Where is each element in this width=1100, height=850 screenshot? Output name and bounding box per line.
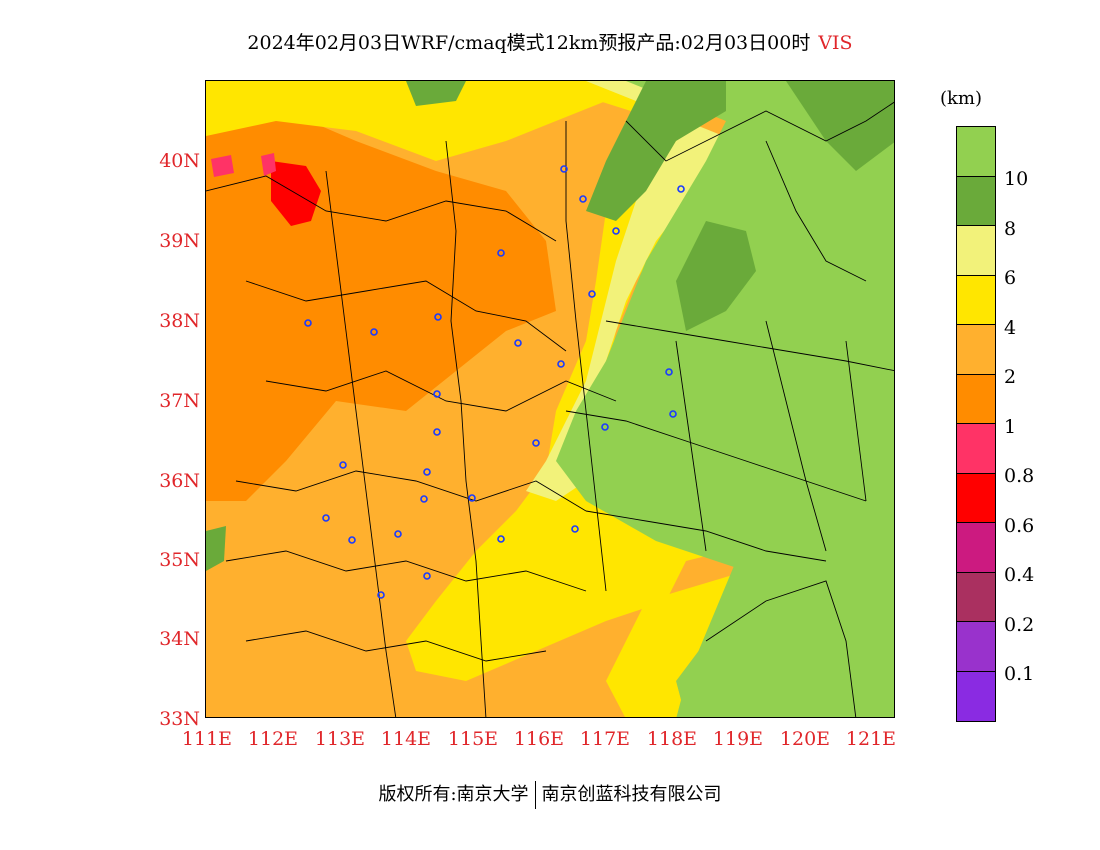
footer-copyright: 版权所有:南京大学 — [378, 784, 529, 805]
y-tick-label: 34N — [159, 628, 200, 650]
region-0-8km-spot — [261, 153, 276, 176]
x-tick-label: 121E — [845, 728, 897, 750]
map-canvas — [206, 81, 894, 717]
y-tick-label: 35N — [159, 549, 200, 571]
x-tick-label: 116E — [513, 728, 565, 750]
map-title: 2024年02月03日WRF/cmaq模式12km预报产品:02月03日00时 V… — [0, 28, 1100, 55]
legend-swatch — [957, 127, 995, 177]
legend-swatch — [957, 572, 995, 622]
legend-label: 0.6 — [1004, 515, 1035, 537]
y-tick-label: 37N — [159, 390, 200, 412]
region-4-6km-north — [206, 81, 606, 161]
legend-swatch — [957, 523, 995, 573]
region-8-10km-nw — [406, 81, 466, 106]
region-6-8km-band — [526, 81, 736, 501]
legend-label: 10 — [1004, 168, 1029, 190]
legend-swatch — [957, 374, 995, 424]
station-markers — [304, 165, 685, 599]
legend-swatch — [957, 473, 995, 523]
legend-swatch — [957, 176, 995, 226]
y-tick-label: 40N — [159, 150, 200, 172]
legend-swatch — [957, 424, 995, 474]
legend-label: 6 — [1004, 267, 1017, 289]
footer-separator — [534, 781, 536, 809]
footer-company: 南京创蓝科技有限公司 — [541, 784, 722, 805]
y-tick-label: 36N — [159, 470, 200, 492]
region-8-10km-central — [676, 221, 756, 331]
x-tick-label: 113E — [314, 728, 366, 750]
title-main: 2024年02月03日WRF/cmaq模式12km预报产品:02月03日00时 — [247, 32, 811, 54]
footer: 版权所有:南京大学 南京创蓝科技有限公司 — [0, 780, 1100, 809]
legend-label: 4 — [1004, 317, 1017, 339]
region-8-10km-west — [206, 526, 226, 571]
x-tick-label: 115E — [447, 728, 499, 750]
x-tick-label: 117E — [579, 728, 631, 750]
region-0-8km-spot-west — [211, 155, 234, 177]
region-10km-southeast — [676, 551, 894, 717]
legend-label: 0.8 — [1004, 465, 1035, 487]
x-tick-label: 118E — [646, 728, 698, 750]
region-8-10km-northeast — [786, 81, 894, 171]
legend-swatch — [957, 226, 995, 276]
x-tick-label: 120E — [779, 728, 831, 750]
legend-label: 2 — [1004, 366, 1017, 388]
y-tick-label: 33N — [159, 708, 200, 730]
title-variable: VIS — [818, 32, 853, 54]
legend-label: 1 — [1004, 416, 1017, 438]
y-tick-label: 39N — [159, 230, 200, 252]
x-tick-label: 114E — [380, 728, 432, 750]
legend-label: 0.4 — [1004, 564, 1035, 586]
legend-label: 8 — [1004, 218, 1017, 240]
legend-swatch — [957, 622, 995, 672]
province-boundaries — [206, 101, 894, 717]
legend-swatch — [957, 671, 995, 721]
region-4-6km-southeast — [606, 571, 746, 717]
legend-swatch — [957, 325, 995, 375]
x-tick-label: 119E — [712, 728, 764, 750]
legend-label: 0.2 — [1004, 614, 1035, 636]
legend-unit: (km) — [940, 88, 983, 109]
x-tick-label: 111E — [181, 728, 233, 750]
color-legend — [956, 126, 996, 722]
visibility-map — [205, 80, 895, 718]
legend-swatch — [957, 275, 995, 325]
y-tick-label: 38N — [159, 310, 200, 332]
x-tick-label: 112E — [247, 728, 299, 750]
legend-label: 0.1 — [1004, 663, 1035, 685]
